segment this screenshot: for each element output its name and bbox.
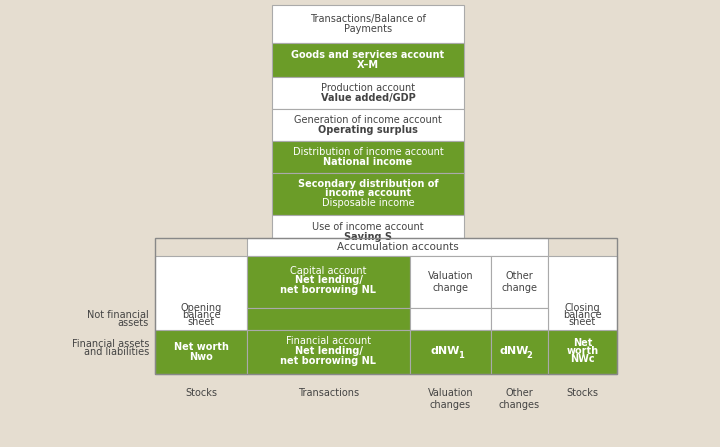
Text: Payments: Payments: [344, 24, 392, 34]
Text: worth: worth: [567, 346, 598, 356]
Text: 2: 2: [526, 351, 532, 360]
Bar: [247, 238, 548, 256]
Text: Use of income account: Use of income account: [312, 222, 424, 232]
Text: balance: balance: [563, 310, 602, 320]
Text: National income: National income: [323, 157, 413, 167]
Text: Net worth: Net worth: [174, 342, 228, 352]
Bar: [548, 256, 617, 374]
Bar: [272, 109, 464, 141]
Bar: [272, 43, 464, 77]
Bar: [548, 330, 617, 374]
Text: sheet: sheet: [187, 317, 215, 327]
Bar: [155, 238, 617, 374]
Bar: [272, 5, 464, 43]
Text: Disposable income: Disposable income: [322, 198, 414, 208]
Bar: [272, 141, 464, 173]
Text: Goods and services account: Goods and services account: [292, 50, 444, 60]
Bar: [272, 173, 464, 215]
Bar: [247, 308, 410, 330]
Text: Capital account: Capital account: [290, 266, 366, 276]
Text: Stocks: Stocks: [185, 388, 217, 398]
Bar: [155, 256, 247, 374]
Text: 1: 1: [458, 351, 464, 360]
Text: net borrowing NL: net borrowing NL: [281, 285, 377, 295]
Text: Net: Net: [573, 338, 592, 348]
Text: Valuation
change: Valuation change: [428, 271, 473, 293]
Text: Financial assets: Financial assets: [71, 339, 149, 349]
Bar: [247, 256, 410, 308]
Text: X–M: X–M: [357, 60, 379, 70]
Bar: [272, 215, 464, 249]
Bar: [491, 330, 548, 374]
Text: sheet: sheet: [569, 317, 596, 327]
Text: Secondary distribution of: Secondary distribution of: [297, 179, 438, 189]
Text: Net lending/: Net lending/: [294, 275, 362, 285]
Text: Not financial: Not financial: [87, 310, 149, 320]
Bar: [491, 308, 548, 330]
Bar: [155, 330, 247, 374]
Bar: [410, 308, 491, 330]
Text: dNW: dNW: [500, 346, 529, 356]
Text: Saving S: Saving S: [344, 232, 392, 242]
Text: Opening: Opening: [181, 303, 222, 313]
Text: Nwo: Nwo: [189, 352, 213, 362]
Bar: [410, 330, 491, 374]
Text: Transactions: Transactions: [298, 388, 359, 398]
Text: Valuation
changes: Valuation changes: [428, 388, 473, 409]
Bar: [410, 256, 491, 308]
Text: Stocks: Stocks: [567, 388, 598, 398]
Bar: [247, 330, 410, 374]
Bar: [491, 256, 548, 308]
Text: Transactions/Balance of: Transactions/Balance of: [310, 14, 426, 24]
Text: Value added/GDP: Value added/GDP: [320, 93, 415, 103]
Text: net borrowing NL: net borrowing NL: [281, 356, 377, 366]
Text: Other
change: Other change: [502, 271, 538, 293]
Text: and liabilities: and liabilities: [84, 347, 149, 357]
Text: NWc: NWc: [570, 354, 595, 364]
Text: Production account: Production account: [321, 83, 415, 93]
Text: Closing: Closing: [564, 303, 600, 313]
Text: Financial account: Financial account: [286, 336, 371, 346]
Text: Distribution of income account: Distribution of income account: [292, 147, 444, 157]
Text: income account: income account: [325, 188, 411, 198]
Bar: [272, 77, 464, 109]
Text: Accumulation accounts: Accumulation accounts: [337, 242, 459, 252]
Text: balance: balance: [181, 310, 220, 320]
Text: Other
changes: Other changes: [499, 388, 540, 409]
Text: assets: assets: [118, 318, 149, 328]
Text: Operating surplus: Operating surplus: [318, 125, 418, 135]
Text: dNW: dNW: [431, 346, 460, 356]
Text: Generation of income account: Generation of income account: [294, 115, 442, 125]
Text: Net lending/: Net lending/: [294, 346, 362, 356]
